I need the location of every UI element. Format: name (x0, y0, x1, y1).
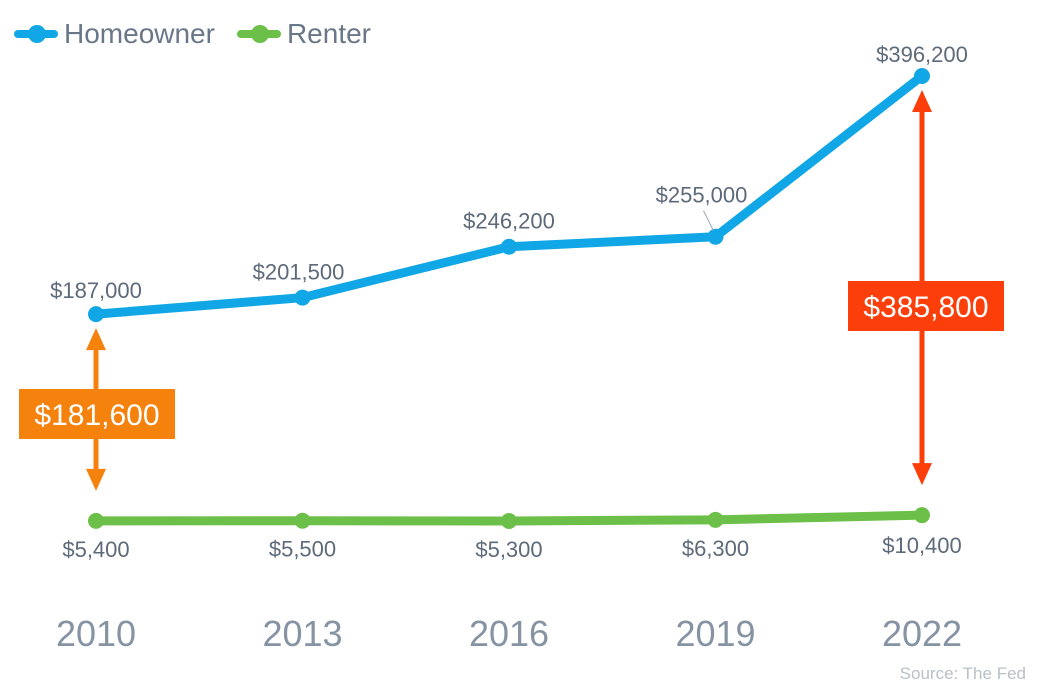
data-label-renter-2019: $6,300 (682, 536, 749, 561)
gap-arrow-head-bottom-2022 (912, 463, 932, 486)
data-point-renter-2016 (501, 512, 517, 529)
data-label-homeowner-2019: $255,000 (656, 183, 748, 208)
legend-label-homeowner: Homeowner (64, 18, 215, 49)
legend-item-homeowner: Homeowner (14, 18, 215, 50)
series-line-homeowner (91, 71, 927, 319)
gap-value-box-2022 (848, 281, 1004, 331)
legend-label-renter: Renter (286, 18, 371, 49)
x-tick-label-2019: 2019 (675, 613, 755, 654)
legend: Homeowner Renter (14, 18, 393, 50)
gap-arrow-head-top-2010 (86, 328, 106, 351)
data-label-homeowner-2010: $187,000 (50, 278, 142, 303)
data-point-renter-2010 (88, 512, 104, 529)
legend-swatch-homeowner (14, 25, 58, 43)
data-point-homeowner-2022 (914, 68, 930, 84)
data-label-homeowner-2013: $201,500 (253, 260, 345, 285)
data-point-homeowner-2019 (707, 228, 724, 245)
x-tick-label-2016: 2016 (469, 613, 549, 654)
leader-line-2019 (703, 210, 714, 231)
x-tick-label-2010: 2010 (56, 613, 136, 654)
legend-item-renter: Renter (236, 18, 371, 50)
data-point-homeowner-2016 (501, 238, 517, 255)
gap-arrow-head-top-2022 (912, 90, 932, 112)
data-label-renter-2016: $5,300 (475, 537, 542, 562)
data-label-renter-2013: $5,500 (269, 537, 336, 562)
gap-value-label-2022: $385,800 (863, 291, 988, 324)
x-tick-label-2022: 2022 (882, 613, 962, 654)
gap-value-label-2010: $181,600 (34, 399, 159, 432)
data-point-homeowner-2010 (88, 306, 104, 323)
data-point-renter-2013 (294, 512, 311, 529)
gap-value-box-2010 (19, 389, 175, 439)
data-label-renter-2010: $5,400 (62, 537, 129, 562)
data-point-homeowner-2013 (294, 289, 311, 306)
data-point-renter-2019 (707, 511, 724, 528)
source-note: Source: The Fed (899, 664, 1026, 683)
data-label-homeowner-2016: $246,200 (463, 209, 555, 234)
data-label-homeowner-2022: $396,200 (876, 42, 968, 67)
data-point-renter-2022 (914, 507, 930, 524)
data-label-renter-2022: $10,400 (882, 533, 962, 558)
legend-swatch-renter (236, 25, 281, 43)
gap-arrow-head-bottom-2010 (86, 468, 106, 491)
x-tick-label-2013: 2013 (262, 613, 342, 654)
